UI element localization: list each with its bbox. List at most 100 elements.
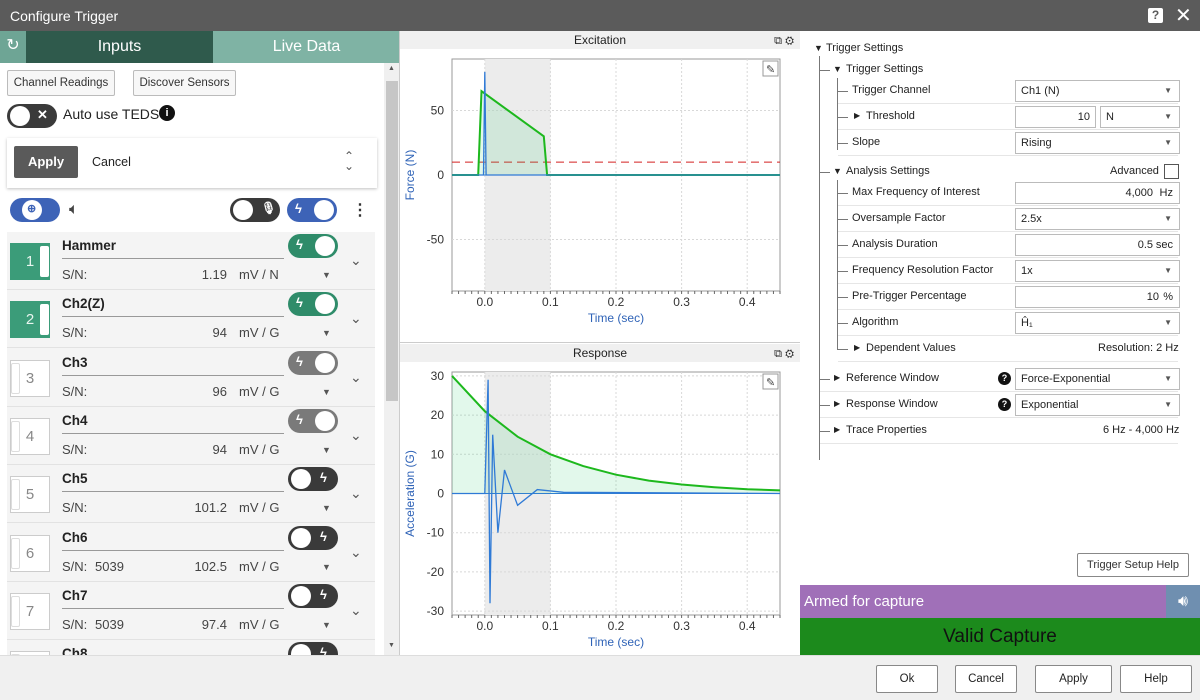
- channel-enable-toggle[interactable]: 4: [10, 417, 50, 455]
- input-mode-toggle[interactable]: ⊕: [10, 198, 60, 222]
- settings-icon[interactable]: ⚙: [785, 348, 794, 360]
- channel-enable-toggle[interactable]: 2: [10, 301, 50, 339]
- channel-enable-toggle[interactable]: 8: [10, 651, 50, 655]
- channel-trigger-toggle[interactable]: ϟ: [288, 292, 338, 317]
- sensitivity-value[interactable]: 101.2: [194, 500, 227, 516]
- speaker-icon[interactable]: 🔈︎: [69, 201, 79, 218]
- sensitivity-value[interactable]: 94: [212, 441, 227, 457]
- max-frequency-input[interactable]: 4,000 Hz: [1015, 182, 1180, 204]
- channel-readings-button[interactable]: Channel Readings: [7, 70, 115, 96]
- discover-sensors-button[interactable]: Discover Sensors: [133, 70, 236, 96]
- channel-trigger-toggle[interactable]: ϟ: [288, 525, 338, 550]
- channel-row[interactable]: 7 Ch7 S/N: 5039 97.4 mV / G ▼ ⌄ ϟ: [7, 582, 375, 640]
- channel-name[interactable]: Ch3: [62, 354, 88, 370]
- channel-enable-toggle[interactable]: 1: [10, 243, 50, 280]
- chevron-down-icon[interactable]: ⌄: [350, 485, 362, 502]
- help-button[interactable]: Help: [1120, 665, 1192, 693]
- channel-trigger-toggle[interactable]: ϟ: [288, 234, 338, 258]
- unit-dropdown-icon[interactable]: ▼: [322, 328, 331, 339]
- tab-live-data[interactable]: Live Data: [213, 31, 399, 63]
- chevron-down-icon[interactable]: ⌄: [350, 252, 362, 268]
- channel-row[interactable]: 4 Ch4 S/N: 94 mV / G ▼ ⌄ ϟ: [7, 407, 375, 465]
- slope-select[interactable]: Rising ▼: [1015, 132, 1180, 154]
- channel-name[interactable]: Ch7: [62, 587, 88, 603]
- tab-inputs[interactable]: Inputs: [26, 31, 213, 63]
- expand-collapse-icon[interactable]: ⌃ ⌄: [344, 149, 355, 173]
- channel-name[interactable]: Ch5: [62, 471, 88, 487]
- pretrigger-input[interactable]: 10%: [1015, 286, 1180, 308]
- cancel-button[interactable]: Cancel: [92, 155, 131, 169]
- channel-row[interactable]: 2 Ch2(Z) S/N: 94 mV / G ▼ ⌄ ϟ: [7, 290, 375, 349]
- response-window-select[interactable]: Exponential ▼: [1015, 394, 1180, 416]
- freq-resolution-select[interactable]: 1x ▼: [1015, 260, 1180, 282]
- unit-dropdown-icon[interactable]: ▼: [322, 619, 331, 630]
- expand-icon[interactable]: ▶: [834, 399, 841, 408]
- cancel-button[interactable]: Cancel: [955, 665, 1017, 693]
- channel-name[interactable]: Ch4: [62, 412, 88, 428]
- unit-dropdown-icon[interactable]: ▼: [322, 503, 331, 514]
- channel-enable-toggle[interactable]: 6: [10, 534, 50, 572]
- help-icon[interactable]: ?: [1148, 8, 1163, 23]
- collapse-icon[interactable]: ▼: [833, 166, 842, 176]
- expand-icon[interactable]: ▶: [854, 343, 861, 352]
- chevron-down-icon[interactable]: ⌄: [350, 543, 362, 560]
- channel-name[interactable]: Ch8: [62, 646, 88, 655]
- collapse-icon[interactable]: ▼: [814, 43, 823, 53]
- excitation-chart[interactable]: 0.0 0.1 0.2 0.3 0.4 50 0 -50 Time (sec) Force (N)…: [400, 49, 800, 341]
- question-icon[interactable]: ?: [998, 372, 1011, 385]
- scroll-thumb[interactable]: [386, 81, 398, 401]
- apply-button[interactable]: Apply: [1035, 665, 1112, 693]
- channel-row[interactable]: 6 Ch6 S/N: 5039 102.5 mV / G ▼ ⌄ ϟ: [7, 524, 375, 582]
- channel-trigger-toggle[interactable]: ϟ: [288, 350, 338, 375]
- oversample-select[interactable]: 2.5x ▼: [1015, 208, 1180, 230]
- sensitivity-value[interactable]: 102.5: [194, 558, 227, 574]
- copy-icon[interactable]: ⧉: [774, 35, 783, 47]
- more-icon[interactable]: ⋮: [352, 202, 368, 219]
- sensitivity-value[interactable]: 94: [212, 325, 227, 341]
- duration-input[interactable]: 0.5 sec: [1015, 234, 1180, 256]
- close-icon[interactable]: ✕: [1175, 5, 1192, 27]
- auto-teds-toggle[interactable]: ✕: [7, 104, 57, 128]
- question-icon[interactable]: ?: [998, 398, 1011, 411]
- advanced-checkbox[interactable]: [1164, 164, 1179, 179]
- threshold-unit-select[interactable]: N ▼: [1100, 106, 1180, 128]
- copy-icon[interactable]: ⧉: [774, 348, 783, 360]
- chevron-down-icon[interactable]: ⌄: [350, 601, 362, 618]
- info-icon[interactable]: i: [159, 105, 175, 121]
- channel-trigger-toggle[interactable]: ϟ: [288, 408, 338, 433]
- channel-enable-toggle[interactable]: 5: [10, 476, 50, 514]
- unit-dropdown-icon[interactable]: ▼: [322, 270, 331, 280]
- collapse-icon[interactable]: ▼: [833, 64, 842, 74]
- refresh-icon[interactable]: ↻: [0, 31, 26, 63]
- chevron-down-icon[interactable]: ⌄: [350, 310, 362, 327]
- channel-row[interactable]: 3 Ch3 S/N: 96 mV / G ▼ ⌄ ϟ: [7, 349, 375, 407]
- threshold-input[interactable]: 10: [1015, 106, 1096, 128]
- unit-dropdown-icon[interactable]: ▼: [322, 561, 331, 572]
- chevron-down-icon[interactable]: ⌄: [350, 426, 362, 443]
- speaker-icon[interactable]: 🔊︎: [1166, 585, 1200, 618]
- trigger-channel-select[interactable]: Ch1 (N) ▼: [1015, 80, 1180, 102]
- trigger-setup-help-button[interactable]: Trigger Setup Help: [1077, 553, 1189, 577]
- channel-row[interactable]: 5 Ch5 S/N: 101.2 mV / G ▼ ⌄ ϟ: [7, 465, 375, 524]
- channel-row[interactable]: 1 Hammer S/N: 1.19 mV / N ▼ ⌄ ϟ: [7, 232, 375, 290]
- sensitivity-value[interactable]: 96: [212, 383, 227, 399]
- response-chart[interactable]: 0.0 0.1 0.2 0.3 0.4 30 20 10 0 -10 -20 -30 Time (sec…: [400, 362, 800, 655]
- sensitivity-value[interactable]: 97.4: [201, 616, 227, 632]
- channel-trigger-toggle[interactable]: ϟ: [288, 583, 338, 608]
- expand-icon[interactable]: ▶: [834, 373, 841, 382]
- channel-enable-toggle[interactable]: 3: [10, 359, 50, 397]
- channel-name[interactable]: Ch6: [62, 529, 88, 545]
- settings-icon[interactable]: ⚙: [785, 35, 794, 47]
- reference-window-select[interactable]: Force-Exponential ▼: [1015, 368, 1180, 390]
- channel-enable-toggle[interactable]: 7: [10, 592, 50, 630]
- mic-toggle[interactable]: 🎙︎: [230, 198, 280, 222]
- chevron-down-icon[interactable]: ⌄: [350, 368, 362, 385]
- algorithm-select[interactable]: Ĥ₁ ▼: [1015, 312, 1180, 334]
- unit-dropdown-icon[interactable]: ▼: [322, 386, 331, 397]
- channel-name[interactable]: Hammer: [62, 238, 117, 253]
- trigger-toggle[interactable]: ϟ: [287, 198, 337, 222]
- expand-icon[interactable]: ▶: [834, 425, 841, 434]
- channel-trigger-toggle[interactable]: ϟ: [288, 642, 338, 655]
- expand-icon[interactable]: ▶: [854, 111, 861, 120]
- scrollbar[interactable]: ▲ ▼: [384, 63, 399, 655]
